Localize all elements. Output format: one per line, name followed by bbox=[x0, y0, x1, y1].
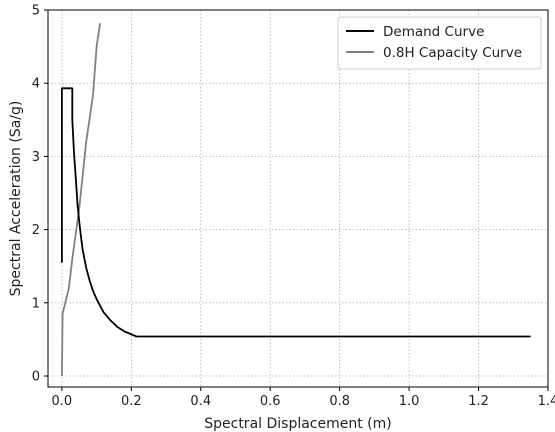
y-axis: 0 1 2 3 4 5 bbox=[32, 4, 48, 385]
y-tick-label: 3 bbox=[32, 150, 40, 165]
legend-label: Demand Curve bbox=[383, 24, 484, 40]
y-tick-label: 2 bbox=[32, 223, 40, 238]
series-group bbox=[61, 23, 531, 377]
x-tick-label: 0.8 bbox=[329, 394, 350, 409]
x-tick-label: 0.4 bbox=[190, 394, 211, 409]
x-tick-label: 0.6 bbox=[260, 394, 281, 409]
legend: Demand Curve 0.8H Capacity Curve bbox=[337, 16, 542, 70]
x-tick-label: 0.0 bbox=[52, 394, 73, 409]
x-tick-label: 1.0 bbox=[399, 394, 420, 409]
x-tick-label: 0.2 bbox=[121, 394, 142, 409]
y-tick-label: 5 bbox=[32, 4, 40, 19]
y-tick-label: 4 bbox=[32, 77, 40, 92]
y-tick-label: 0 bbox=[32, 370, 40, 385]
x-tick-label: 1.4 bbox=[538, 394, 555, 409]
series-line bbox=[61, 23, 101, 377]
legend-box bbox=[337, 16, 542, 70]
series-line bbox=[61, 87, 531, 338]
legend-label: 0.8H Capacity Curve bbox=[383, 45, 522, 61]
x-tick-label: 1.2 bbox=[468, 394, 489, 409]
x-axis: 0.0 0.2 0.4 0.6 0.8 1.0 1.2 1.4 bbox=[52, 387, 555, 409]
y-axis-title: Spectral Acceleration (Sa/g) bbox=[8, 101, 24, 297]
plot-frame bbox=[47, 9, 549, 388]
y-tick-label: 1 bbox=[32, 296, 40, 311]
x-axis-title: Spectral Displacement (m) bbox=[204, 416, 392, 432]
